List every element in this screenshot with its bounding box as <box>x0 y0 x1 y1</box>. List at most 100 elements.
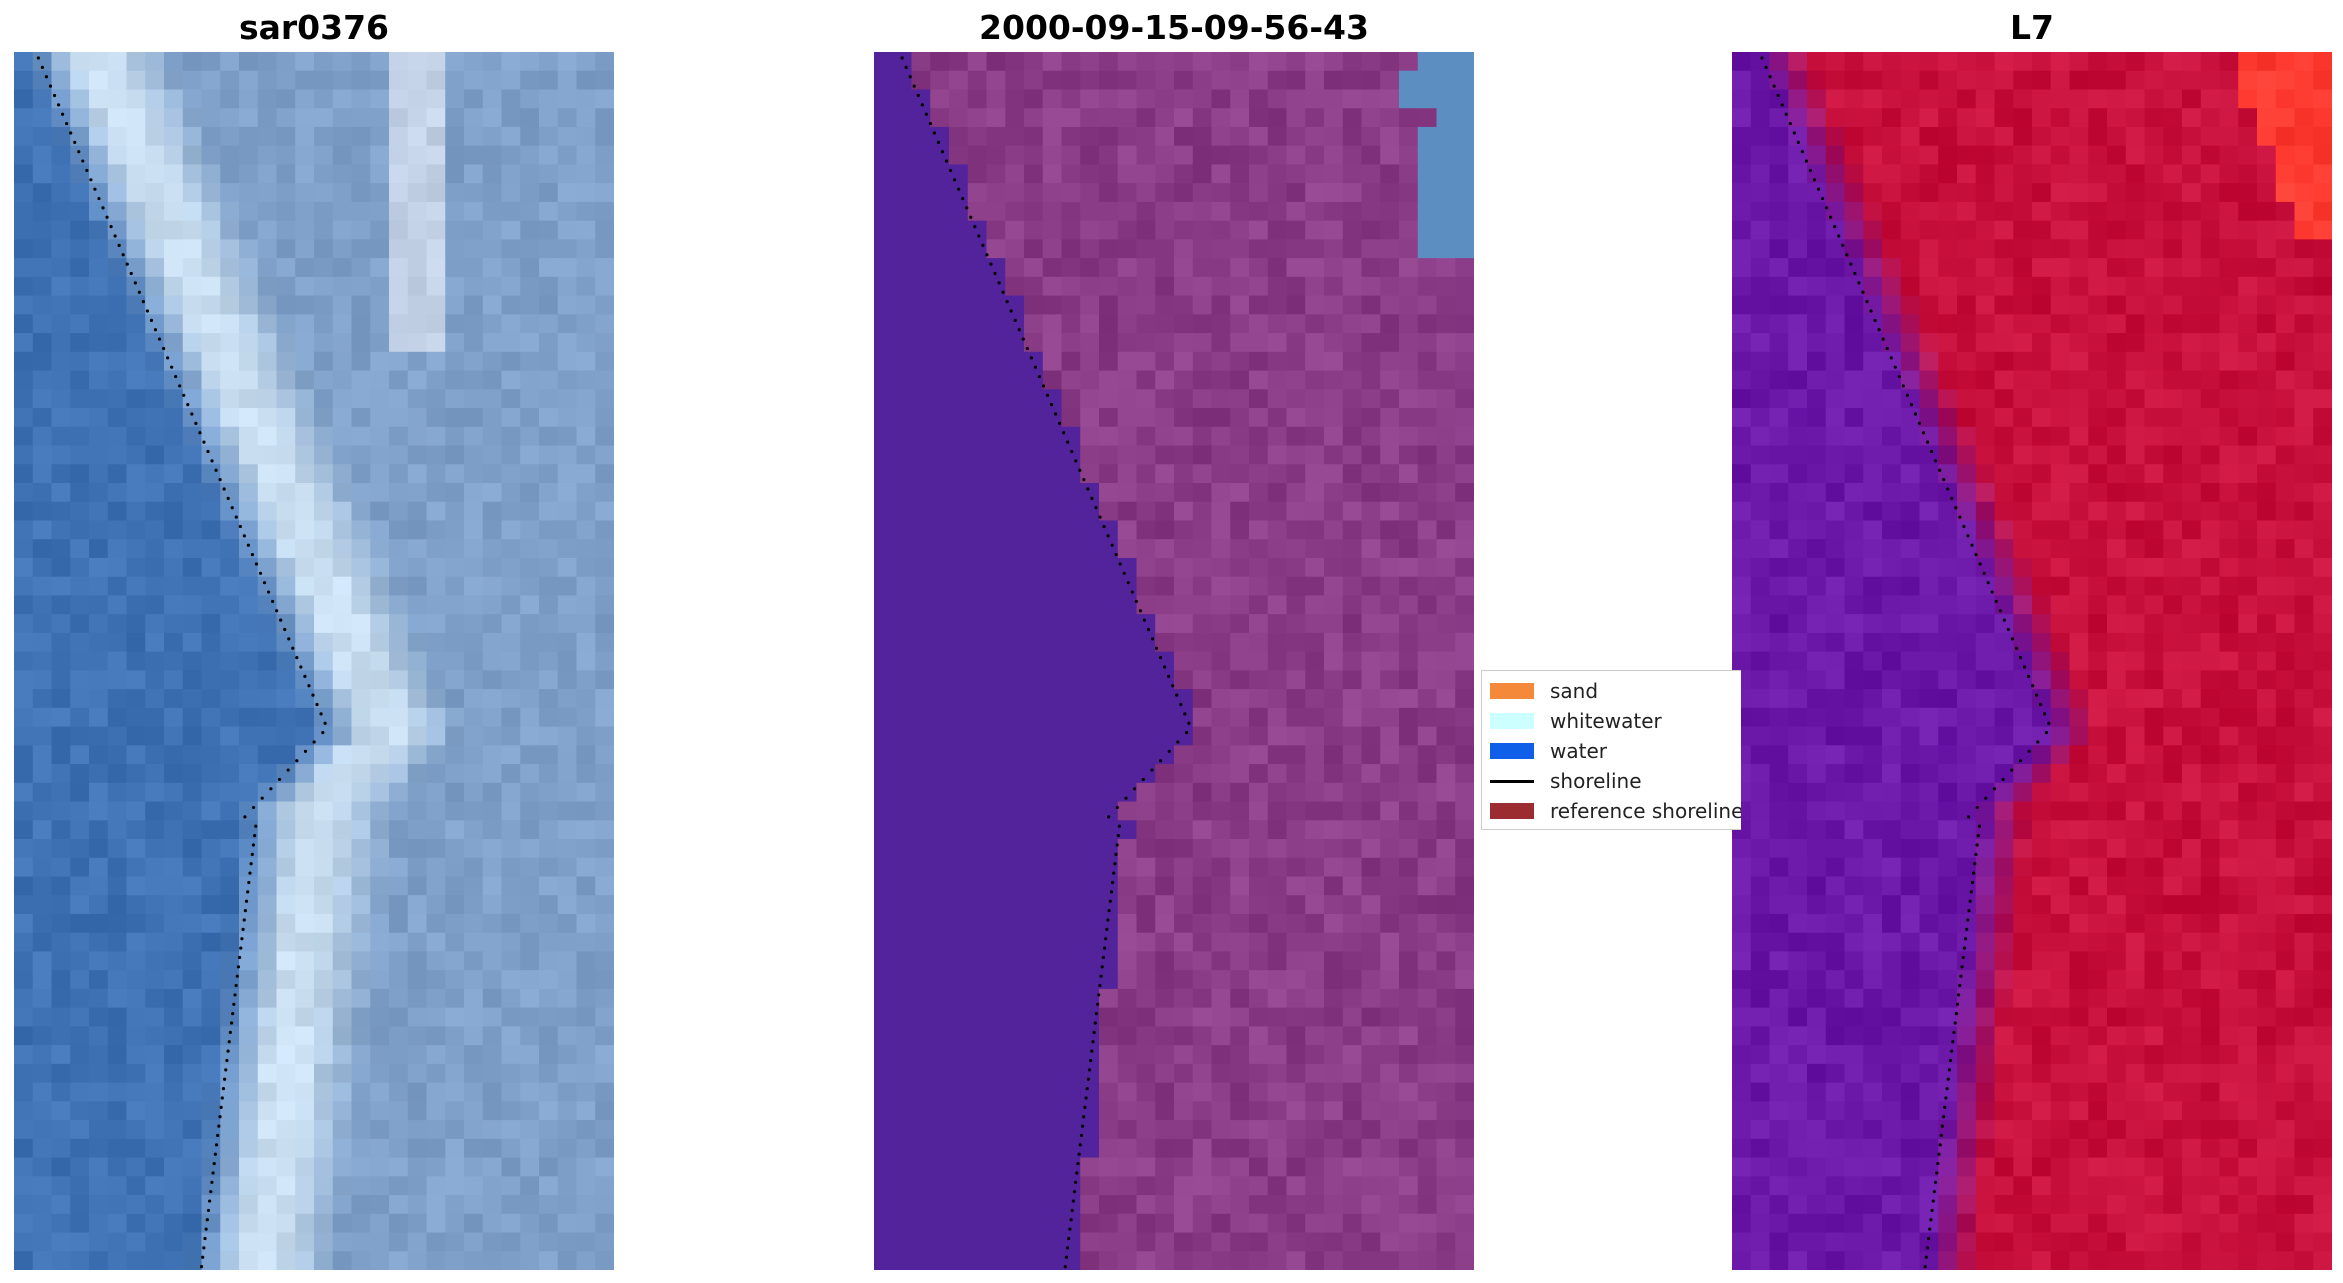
image-pixel <box>107 276 128 297</box>
image-pixel <box>14 220 34 240</box>
class-pixel <box>967 1251 988 1270</box>
class-pixel <box>1267 913 1288 934</box>
class-pixel <box>967 913 988 934</box>
index-pixel <box>1732 314 1752 334</box>
class-pixel <box>1305 1232 1325 1252</box>
class-pixel <box>1024 539 1044 559</box>
shoreline-point <box>241 927 245 931</box>
image-pixel <box>126 426 146 447</box>
image-pixel <box>220 1251 240 1270</box>
class-pixel <box>1380 445 1400 465</box>
class-pixel <box>1249 557 1269 578</box>
class-pixel <box>1230 1176 1250 1196</box>
image-pixel <box>445 314 465 334</box>
image-pixel <box>520 595 540 615</box>
image-pixel <box>220 145 240 166</box>
class-pixel <box>1380 764 1400 784</box>
class-pixel <box>967 389 988 409</box>
image-pixel <box>557 183 578 203</box>
class-pixel <box>1324 183 1344 203</box>
image-pixel <box>482 276 503 297</box>
class-pixel <box>1136 1082 1156 1102</box>
class-pixel <box>1230 164 1250 184</box>
shoreline-point <box>239 946 243 950</box>
class-pixel <box>874 295 894 315</box>
class-pixel <box>1136 726 1156 746</box>
class-pixel <box>1380 857 1400 878</box>
class-pixel <box>1361 426 1381 447</box>
class-pixel <box>1192 183 1213 203</box>
image-pixel <box>407 201 428 222</box>
index-pixel <box>2013 220 2033 240</box>
image-pixel <box>426 464 446 484</box>
image-pixel <box>32 1232 53 1252</box>
image-pixel <box>501 145 521 166</box>
class-pixel <box>1005 370 1025 390</box>
image-pixel <box>164 389 184 409</box>
class-pixel <box>986 520 1006 540</box>
image-pixel <box>201 1082 221 1102</box>
class-pixel <box>1249 108 1269 128</box>
image-pixel <box>351 351 371 372</box>
class-pixel <box>1305 201 1325 222</box>
image-pixel <box>464 314 484 334</box>
shoreline-point <box>206 449 210 454</box>
class-pixel <box>1174 333 1194 353</box>
image-pixel <box>314 1138 334 1159</box>
index-pixel <box>1844 276 1864 297</box>
image-pixel <box>389 895 409 915</box>
index-pixel <box>2219 276 2239 297</box>
class-pixel <box>1024 689 1044 709</box>
image-pixel <box>126 970 146 990</box>
index-pixel <box>2182 52 2202 72</box>
image-pixel <box>201 445 221 465</box>
image-pixel <box>557 239 578 259</box>
image-pixel <box>239 614 259 634</box>
image-pixel <box>239 445 259 465</box>
class-pixel <box>1342 501 1363 522</box>
index-pixel <box>1844 183 1864 203</box>
image-pixel <box>220 108 240 128</box>
class-pixel <box>1380 70 1400 91</box>
class-pixel <box>1099 183 1119 203</box>
image-pixel <box>32 595 53 615</box>
class-pixel <box>1249 501 1269 522</box>
class-pixel <box>1211 295 1231 315</box>
image-pixel <box>89 801 109 821</box>
index-pixel <box>2163 220 2183 240</box>
image-pixel <box>32 1101 53 1121</box>
image-pixel <box>389 408 409 428</box>
image-pixel <box>482 913 503 934</box>
panel-title-classified: 2000-09-15-09-56-43 <box>979 8 1369 47</box>
class-pixel <box>986 183 1006 203</box>
image-pixel <box>351 482 371 503</box>
index-pixel <box>2313 183 2332 203</box>
shoreline-point <box>311 693 315 697</box>
shoreline-point <box>1110 880 1115 885</box>
class-pixel <box>1117 1120 1138 1140</box>
class-pixel <box>1286 951 1306 971</box>
image-pixel <box>70 108 90 128</box>
class-pixel <box>967 839 988 859</box>
image-pixel <box>70 1213 90 1234</box>
image-pixel <box>464 876 484 896</box>
shoreline-point <box>1108 899 1112 903</box>
class-pixel <box>1174 295 1194 315</box>
image-pixel <box>351 1195 371 1215</box>
image-pixel <box>276 1213 296 1234</box>
class-pixel <box>986 595 1006 615</box>
class-pixel <box>1342 201 1363 222</box>
index-pixel <box>2219 145 2239 166</box>
class-pixel <box>874 576 894 597</box>
image-pixel <box>201 651 221 671</box>
image-pixel <box>539 389 559 409</box>
class-pixel <box>1024 557 1044 578</box>
image-pixel <box>370 201 390 222</box>
index-pixel <box>2088 370 2108 390</box>
class-pixel <box>949 89 969 109</box>
shoreline-point <box>981 243 985 247</box>
class-pixel <box>911 333 931 353</box>
image-pixel <box>576 1195 596 1215</box>
class-pixel <box>1436 333 1456 353</box>
class-pixel <box>1417 52 1438 72</box>
